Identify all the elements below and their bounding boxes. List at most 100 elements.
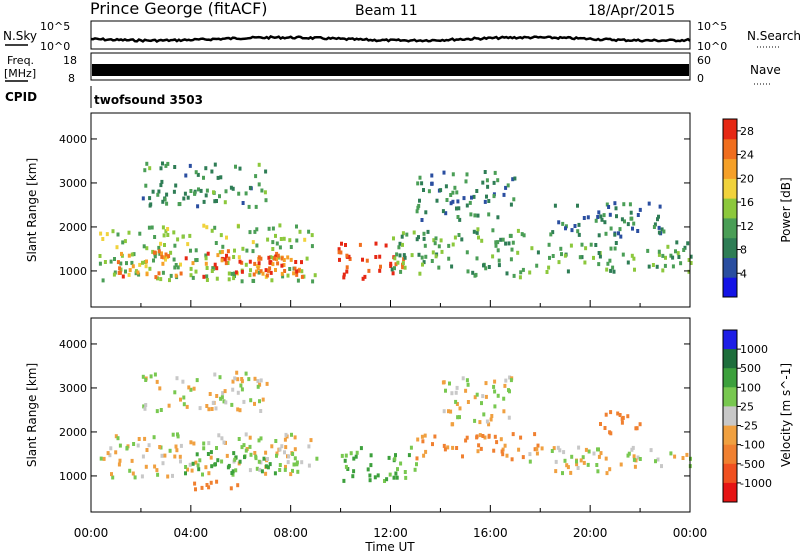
power-cell: [628, 202, 632, 207]
power-cell: [154, 275, 158, 280]
velocity-cell: [554, 459, 558, 464]
velocity-cell: [204, 465, 208, 470]
velocity-cell: [632, 457, 636, 462]
velocity-cell: [654, 459, 657, 464]
power-cell: [265, 273, 269, 278]
velocity-cell: [565, 463, 569, 468]
power-cell: [157, 245, 161, 250]
velocity-cell: [147, 443, 151, 448]
velocity-cell: [237, 437, 241, 441]
power-cell: [337, 250, 341, 255]
power-cell: [496, 240, 500, 245]
power-cell: [420, 255, 424, 260]
power-cell: [472, 194, 476, 199]
velocity-cell: [448, 381, 451, 386]
power-cell: [147, 225, 151, 230]
velocity-cell: [343, 458, 347, 463]
power-cell: [345, 265, 349, 270]
velocity-cell: [493, 389, 497, 394]
velocity-data-layer: [99, 370, 692, 492]
velocity-cell: [487, 422, 491, 427]
power-cell: [564, 226, 567, 231]
power-cell: [465, 203, 469, 208]
power-cell: [483, 199, 487, 204]
power-cell: [264, 169, 268, 174]
velocity-ytick-label: 3000: [59, 382, 87, 395]
velocity-cell: [259, 460, 263, 465]
power-cell: [584, 246, 588, 251]
power-cell: [172, 257, 176, 262]
velocity-cell: [220, 395, 224, 400]
power-cell: [447, 243, 451, 248]
power-cell: [608, 212, 612, 217]
velocity-cell: [455, 446, 459, 450]
power-cell: [378, 254, 382, 259]
noise-panel: N.Sky 10^5 10^0 N.Search 10^5 10^0: [3, 20, 800, 53]
power-cell: [216, 175, 220, 180]
power-cell: [621, 252, 625, 257]
power-cell: [159, 241, 163, 246]
power-cell: [417, 203, 421, 208]
velocity-cell: [442, 443, 446, 448]
power-cell: [599, 214, 603, 219]
velocity-cell: [420, 434, 424, 439]
power-cell: [168, 278, 171, 283]
velocity-cell: [106, 451, 110, 456]
power-cell: [289, 245, 293, 249]
velocity-cell: [216, 458, 220, 463]
power-cell: [398, 241, 402, 246]
velocity-cell: [291, 468, 294, 473]
power-cell: [576, 229, 580, 234]
power-cell: [117, 270, 121, 275]
velocity-cell: [586, 462, 590, 467]
power-cell: [215, 276, 219, 281]
power-cell: [400, 234, 404, 239]
power-cell: [225, 253, 228, 258]
power-cell: [619, 234, 623, 239]
power-cell: [358, 242, 362, 247]
power-cell: [156, 192, 160, 197]
power-cell: [671, 264, 675, 269]
power-cell: [213, 262, 217, 267]
power-cell: [286, 255, 290, 260]
power-cell: [391, 271, 395, 276]
power-cell: [240, 260, 244, 265]
power-cell: [507, 241, 511, 246]
power-cell: [236, 224, 240, 229]
velocity-cell: [635, 426, 639, 431]
velocity-cell: [207, 471, 211, 476]
power-cell: [609, 268, 613, 273]
power-cell: [420, 181, 424, 186]
velocity-cell: [179, 459, 182, 464]
power-colorbar-tick-label: 12: [740, 220, 754, 233]
power-cell: [144, 264, 148, 269]
power-cell: [259, 256, 263, 261]
power-cell: [464, 179, 468, 184]
power-cell: [267, 226, 271, 231]
power-cell: [636, 213, 640, 217]
power-cell: [569, 243, 573, 248]
power-cell: [229, 185, 233, 190]
velocity-cell: [499, 437, 503, 442]
velocity-cell: [210, 407, 214, 411]
power-cell: [300, 274, 304, 279]
velocity-colorbar-swatch: [723, 330, 737, 350]
velocity-cell: [179, 443, 183, 448]
power-cell: [545, 270, 549, 274]
velocity-cell: [649, 448, 653, 453]
power-cell: [615, 214, 618, 219]
velocity-cell: [213, 372, 217, 377]
power-cell: [174, 183, 178, 188]
power-cell: [528, 270, 532, 275]
velocity-cell: [501, 452, 505, 457]
power-cell: [401, 242, 404, 247]
power-cell: [164, 257, 167, 262]
power-cell: [271, 262, 275, 267]
power-cell: [501, 237, 505, 242]
power-cell: [622, 202, 626, 207]
velocity-axes: 1000 2000 3000 4000: [59, 338, 691, 512]
power-cell: [141, 196, 145, 201]
power-cell: [666, 244, 670, 249]
power-cell: [282, 258, 286, 262]
power-cell: [486, 184, 490, 189]
